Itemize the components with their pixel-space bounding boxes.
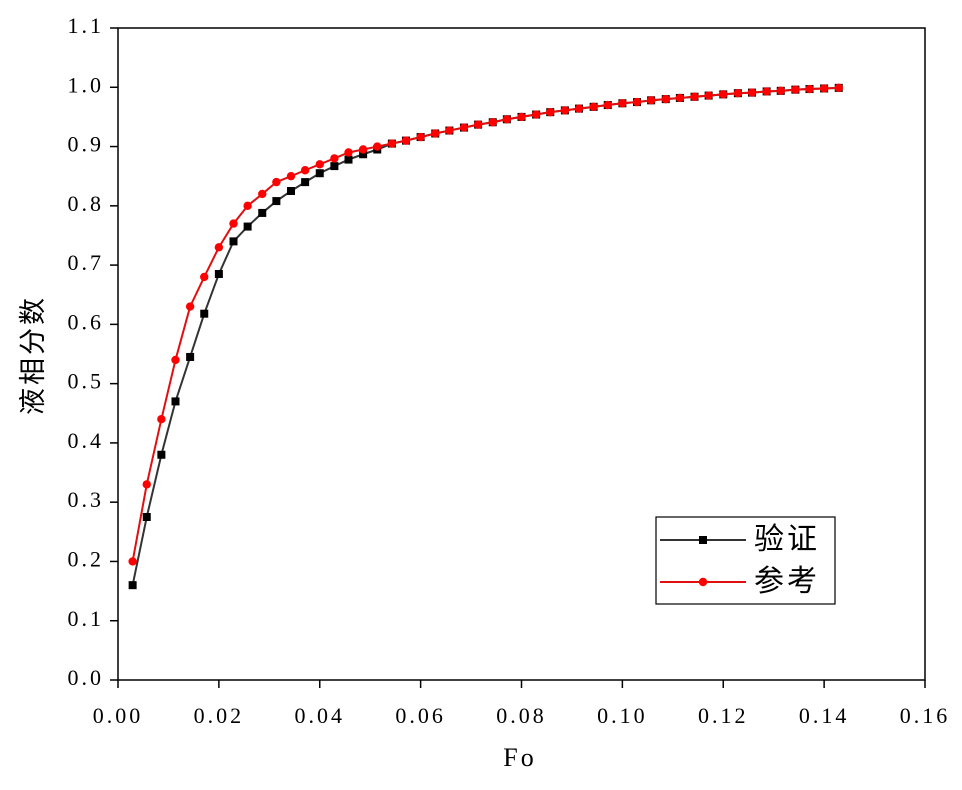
marker: [719, 90, 728, 99]
marker: [791, 85, 800, 94]
marker: [142, 513, 151, 521]
marker: [531, 110, 541, 119]
marker: [747, 88, 757, 97]
marker: [157, 415, 166, 424]
marker: [258, 189, 267, 199]
series-line: [131, 86, 839, 586]
marker: [358, 145, 368, 154]
marker: [517, 112, 526, 122]
marker: [330, 154, 339, 163]
x-tick-label: 0.02: [194, 703, 245, 728]
marker: [698, 577, 708, 587]
legend-box: [655, 516, 836, 605]
x-tick-label: 0.04: [295, 703, 346, 728]
marker: [200, 272, 209, 282]
marker: [834, 83, 843, 93]
x-tick-label: 0.12: [698, 703, 749, 728]
y-tick-label: 0.4: [68, 428, 105, 453]
x-tick-label: 0.16: [900, 703, 951, 728]
marker: [805, 84, 814, 94]
marker: [272, 197, 281, 206]
y-tick-label: 0.9: [68, 132, 105, 157]
marker: [401, 136, 411, 145]
marker: [315, 160, 324, 169]
y-tick-label: 0.2: [68, 547, 105, 572]
marker: [229, 219, 238, 228]
marker: [776, 86, 785, 96]
marker: [243, 201, 252, 211]
marker: [819, 84, 829, 93]
y-tick-label: 0.8: [68, 191, 105, 216]
marker: [589, 102, 598, 112]
marker: [300, 166, 310, 175]
marker: [315, 169, 324, 178]
marker: [632, 97, 642, 107]
marker: [214, 269, 223, 278]
marker: [359, 150, 368, 159]
x-axis-label: Fo: [503, 743, 536, 772]
marker: [301, 178, 310, 187]
x-tick-label: 0.10: [597, 703, 648, 728]
x-tick-label: 0.06: [395, 703, 446, 728]
marker: [574, 104, 584, 113]
series-line: [131, 86, 839, 562]
marker: [699, 536, 707, 544]
marker: [459, 123, 469, 132]
marker: [128, 581, 137, 590]
marker: [200, 309, 209, 318]
marker: [171, 397, 180, 406]
y-tick-label: 1.0: [68, 72, 105, 97]
x-tick-label: 0.00: [93, 703, 144, 728]
marker: [387, 139, 397, 148]
marker: [258, 208, 267, 217]
marker: [488, 118, 497, 127]
marker: [546, 107, 555, 117]
x-tick-label: 0.14: [799, 703, 850, 728]
y-tick-label: 0.0: [68, 665, 105, 690]
marker: [344, 148, 353, 157]
legend-label: 参考: [754, 565, 820, 598]
marker: [330, 162, 339, 171]
marker: [618, 99, 627, 108]
marker: [142, 480, 151, 489]
x-tick-label: 0.08: [496, 703, 547, 728]
marker: [186, 352, 195, 361]
y-tick-label: 0.5: [68, 369, 105, 394]
marker: [344, 155, 353, 164]
marker: [661, 94, 670, 104]
marker: [733, 89, 743, 98]
marker: [272, 177, 281, 187]
marker: [214, 243, 224, 252]
marker: [286, 171, 296, 181]
marker: [675, 93, 685, 103]
y-tick-label: 0.3: [68, 487, 105, 512]
marker: [762, 87, 771, 96]
marker: [560, 106, 570, 115]
marker: [157, 450, 166, 459]
marker: [445, 126, 454, 135]
marker: [603, 100, 612, 110]
marker: [704, 91, 713, 100]
y-tick-label: 0.6: [68, 309, 105, 334]
marker: [473, 120, 483, 129]
y-tick-label: 0.7: [68, 250, 105, 275]
legend-label: 验证: [754, 523, 820, 556]
marker: [373, 142, 382, 151]
marker: [229, 237, 238, 246]
marker: [287, 187, 296, 195]
marker: [416, 132, 425, 142]
marker: [185, 302, 195, 311]
y-tick-label: 0.1: [68, 606, 105, 631]
marker: [502, 115, 512, 124]
marker: [690, 92, 699, 101]
y-tick-label: 1.1: [68, 13, 105, 38]
marker: [431, 129, 440, 138]
marker: [243, 222, 252, 231]
y-axis-label: 液相分数: [18, 295, 48, 415]
marker: [128, 557, 137, 566]
marker: [171, 355, 180, 365]
marker: [646, 96, 656, 105]
